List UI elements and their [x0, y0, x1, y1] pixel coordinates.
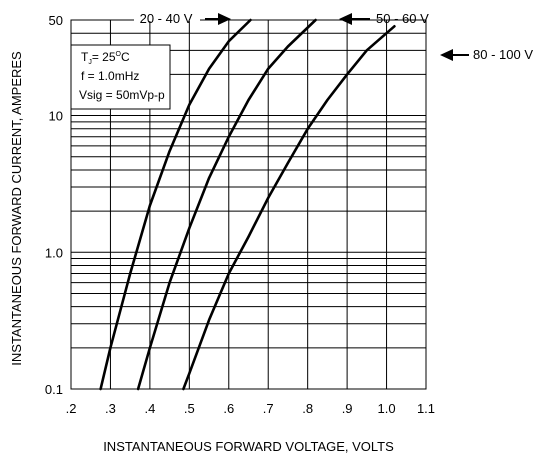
y-tick-label: 10 — [49, 109, 63, 124]
y-axis-title: INSTANTANEOUS FORWARD CURRENT, AMPERES — [9, 51, 24, 366]
x-tick-label: .3 — [105, 401, 116, 416]
grid — [71, 20, 426, 389]
x-tick-label: .4 — [144, 401, 155, 416]
frequency-note: f = 1.0mHz — [81, 69, 139, 83]
series-group — [99, 18, 396, 391]
x-tick-label: .9 — [342, 401, 353, 416]
tj-subscript: J — [88, 59, 92, 66]
test-conditions-box: TJ= 25OC f = 1.0mHz Vsig = 50mVp-p — [70, 44, 171, 110]
y-tick-label: 1.0 — [45, 245, 63, 260]
tick-labels: .2 .3 .4 .5 .6 .7 .8 .9 1.0 1.1 0.1 1.0 10 50 — [45, 13, 435, 416]
degree-mark: O — [116, 51, 122, 58]
x-tick-label: 1.0 — [378, 401, 396, 416]
tj-value: = 25 — [92, 50, 116, 64]
y-tick-label: 50 — [49, 13, 63, 28]
callout-3-arrowhead — [440, 49, 453, 61]
callout-label-1: 20 - 40 V — [140, 11, 193, 26]
callout-1-arrowhead — [218, 13, 231, 25]
callout-2-arrowhead — [339, 13, 352, 25]
tj-unit: C — [121, 50, 130, 64]
series-callouts: 20 - 40 V 50 - 60 V 80 - 100 V — [134, 11, 533, 62]
series-line-2 — [136, 18, 317, 391]
callout-label-2: 50 - 60 V — [376, 11, 429, 26]
y-tick-label: 0.1 — [45, 382, 63, 397]
x-tick-label: .5 — [184, 401, 195, 416]
x-tick-label: .8 — [302, 401, 313, 416]
series-line-3 — [182, 24, 396, 391]
vsig-note: Vsig = 50mVp-p — [79, 88, 165, 102]
x-tick-label: .7 — [263, 401, 274, 416]
x-axis-title: INSTANTANEOUS FORWARD VOLTAGE, VOLTS — [103, 439, 394, 454]
x-tick-label: .6 — [223, 401, 234, 416]
tj-symbol: T — [81, 50, 89, 64]
series-line-1 — [99, 18, 252, 391]
conditions-box-background — [70, 44, 171, 110]
x-tick-label: 1.1 — [417, 401, 435, 416]
plot-frame — [70, 19, 427, 390]
junction-temp-note: TJ= 25OC — [81, 50, 130, 66]
x-tick-label: .2 — [66, 401, 77, 416]
callout-label-3: 80 - 100 V — [473, 47, 533, 62]
